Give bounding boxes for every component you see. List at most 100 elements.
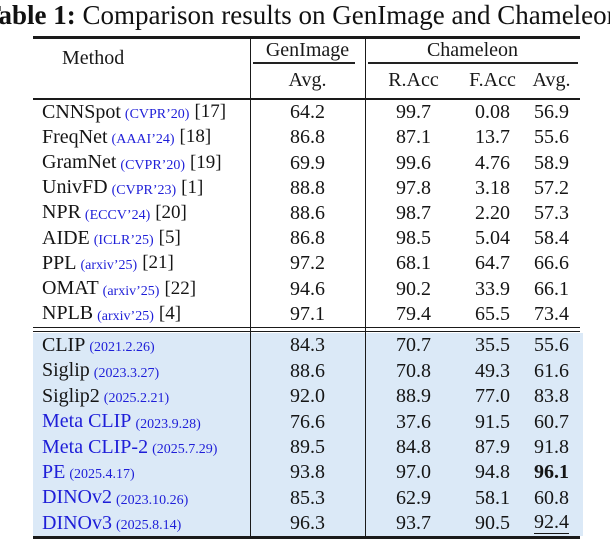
- value: 87.1: [396, 126, 431, 149]
- value: 13.7: [475, 126, 510, 149]
- release-date: (2025.2.21): [103, 391, 170, 407]
- value: 2.20: [475, 201, 510, 224]
- venue-link[interactable]: (AAAI’24): [111, 132, 175, 148]
- value: 58.9: [534, 151, 569, 174]
- method-name: PE: [42, 460, 66, 483]
- release-date: (2025.8.14): [116, 518, 182, 534]
- method-name: OMAT: [42, 277, 99, 299]
- method-name: UnivFD: [42, 176, 108, 199]
- racc-cell: 79.4: [365, 304, 462, 324]
- value: 37.6: [396, 410, 431, 433]
- value: 68.1: [396, 252, 431, 275]
- citation-link[interactable]: [19]: [189, 151, 222, 173]
- venue-link[interactable]: (arxiv’25): [80, 258, 138, 274]
- method-cell: Meta CLIP (2023.9.28): [33, 410, 250, 433]
- value: 33.9: [475, 277, 510, 300]
- citation-link[interactable]: [21]: [142, 252, 174, 274]
- method-cell: NPR (ECCV’24) [20]: [33, 201, 250, 224]
- avg-cell: 83.8: [523, 386, 580, 406]
- table-row: GramNet (CVPR’20) [19] 69.9 99.6 4.76 58.9: [33, 150, 580, 175]
- citation-link[interactable]: [18]: [179, 126, 212, 148]
- value: 76.6: [290, 410, 325, 433]
- column-header-genimage-avg: Avg.: [288, 68, 327, 91]
- avg-cell: 60.7: [523, 412, 580, 432]
- genimage-avg-cell: 86.8: [250, 228, 365, 248]
- value: 97.2: [290, 252, 325, 275]
- value: 89.5: [290, 436, 325, 459]
- table-row: Siglip (2023.3.27) 88.6 70.8 49.3 61.6: [33, 358, 580, 383]
- facc-cell: 58.1: [462, 488, 523, 508]
- value: 65.5: [475, 302, 510, 325]
- value: 97.0: [396, 461, 431, 484]
- racc-cell: 87.1: [365, 127, 462, 147]
- racc-cell: 84.8: [365, 437, 462, 457]
- block-separator-rule-1: [33, 326, 580, 329]
- venue-link[interactable]: (CVPR’20): [124, 107, 190, 123]
- facc-cell: 77.0: [462, 386, 523, 406]
- release-date: (2023.10.26): [116, 492, 189, 508]
- value: 86.8: [290, 126, 325, 149]
- method-cell: CNNSpot (CVPR’20) [17]: [33, 101, 250, 124]
- citation-link[interactable]: [22]: [164, 277, 197, 299]
- value: 87.9: [475, 436, 510, 459]
- table-row: Meta CLIP (2023.9.28) 76.6 37.6 91.5 60.7: [33, 409, 580, 434]
- value: 66.6: [534, 252, 569, 275]
- release-date: (2025.7.29): [152, 442, 218, 458]
- table-row: PPL (arxiv’25) [21] 97.2 68.1 64.7 66.6: [33, 251, 580, 276]
- method-name: PPL: [42, 251, 77, 274]
- block-separator-rule-2: [33, 330, 580, 333]
- value: 55.6: [534, 334, 569, 357]
- avg-cell: 57.3: [523, 203, 580, 223]
- racc-cell: 98.5: [365, 228, 462, 248]
- citation-link[interactable]: [5]: [158, 227, 181, 249]
- value: 60.8: [534, 486, 569, 509]
- citation-link[interactable]: [20]: [155, 201, 187, 223]
- avg-cell: 92.4: [523, 512, 580, 535]
- venue-link[interactable]: (CVPR’20): [120, 157, 185, 173]
- facc-cell: 0.08: [462, 102, 523, 122]
- method-cell: Siglip (2023.3.27): [33, 359, 250, 382]
- citation-link[interactable]: [17]: [194, 101, 227, 123]
- citation-link[interactable]: [1]: [181, 176, 204, 198]
- bottom-rule-divider: [33, 536, 580, 540]
- venue-link[interactable]: (ECCV’24): [84, 207, 151, 223]
- table-row: NPLB (arxiv’25) [4] 97.1 79.4 65.5 73.4: [33, 301, 580, 326]
- citation-link[interactable]: [4]: [158, 302, 182, 324]
- value: 58.1: [475, 486, 510, 509]
- value: 93.8: [290, 461, 325, 484]
- chameleon-cmidrule: [368, 62, 578, 64]
- value: 57.3: [534, 201, 569, 224]
- value: 60.7: [534, 410, 569, 433]
- value: 0.08: [475, 101, 510, 124]
- best-value: 96.1: [534, 461, 569, 484]
- release-date: (2023.9.28): [135, 416, 201, 432]
- method-name: Siglip: [42, 359, 90, 382]
- avg-cell: 96.1: [523, 462, 580, 482]
- method-cell: AIDE (ICLR’25) [5]: [33, 227, 250, 250]
- venue-link[interactable]: (arxiv’25): [102, 283, 160, 299]
- value: 93.7: [396, 512, 431, 535]
- value: 3.18: [475, 176, 510, 199]
- release-date: (2025.4.17): [69, 467, 135, 483]
- genimage-avg-cell: 97.2: [250, 253, 365, 273]
- venue-link[interactable]: (CVPR’23): [111, 182, 177, 198]
- table-row: Meta CLIP-2 (2025.7.29) 89.5 84.8 87.9 91…: [33, 434, 580, 459]
- column-header-racc: R.Acc: [388, 68, 439, 91]
- venue-link[interactable]: (arxiv’25): [97, 308, 154, 324]
- value: 84.3: [290, 334, 325, 357]
- table-row: FreqNet (AAAI’24) [18] 86.8 87.1 13.7 55.6: [33, 125, 580, 150]
- value: 58.4: [534, 227, 569, 250]
- column-header-chameleon-avg: Avg.: [532, 68, 571, 91]
- value: 70.7: [396, 334, 431, 357]
- avg-cell: 60.8: [523, 488, 580, 508]
- value: 5.04: [475, 227, 510, 250]
- value: 88.8: [290, 176, 325, 199]
- venue-link[interactable]: (ICLR’25): [93, 233, 154, 249]
- racc-cell: 97.8: [365, 178, 462, 198]
- method-name: Meta CLIP: [42, 410, 132, 433]
- column-group-chameleon: Chameleon: [426, 38, 519, 61]
- genimage-avg-cell: 86.8: [250, 127, 365, 147]
- method-cell: GramNet (CVPR’20) [19]: [33, 151, 250, 174]
- table-row: CLIP (2021.2.26) 84.3 70.7 35.5 55.6: [33, 333, 580, 358]
- value: 92.0: [290, 385, 325, 408]
